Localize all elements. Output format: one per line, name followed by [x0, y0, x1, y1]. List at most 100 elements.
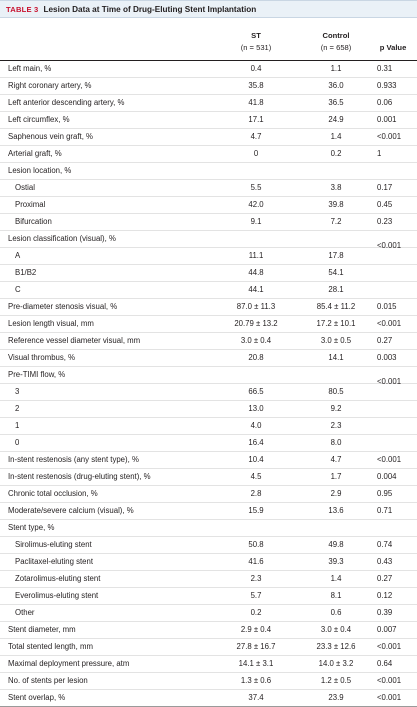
st-value: 41.8 [248, 98, 264, 107]
table-row: C 44.1 28.1 [0, 282, 417, 299]
control-value: 23.3 ± 12.6 [316, 642, 356, 651]
table-row: 1 4.0 2.3 [0, 418, 417, 435]
st-value: 5.5 [250, 183, 262, 192]
p-value: 0.27 [377, 336, 393, 345]
p-value: 0.71 [377, 506, 393, 515]
row-label: 3 [15, 387, 20, 396]
row-label: Left anterior descending artery, % [8, 98, 125, 107]
table-row: Maximal deployment pressure, atm 14.1 ± 3… [0, 656, 417, 673]
st-column-n: (n = 531) [240, 43, 272, 52]
control-value: 23.9 [328, 693, 344, 702]
table-row: Zotarolimus-eluting stent 2.3 1.4 0.27 [0, 571, 417, 588]
table-row: Proximal 42.0 39.8 0.45 [0, 197, 417, 214]
control-value: 9.2 [330, 404, 342, 413]
row-label: Everolimus-eluting stent [15, 591, 99, 600]
st-value: 3.0 ± 0.4 [240, 336, 272, 345]
row-label: Saphenous vein graft, % [8, 132, 93, 141]
row-label: Reference vessel diameter visual, mm [8, 336, 141, 345]
table-row: Lesion length visual, mm 20.79 ± 13.2 17.2… [0, 316, 417, 333]
p-value: 0.17 [377, 183, 393, 192]
control-value: 3.0 ± 0.4 [320, 625, 352, 634]
st-value: 42.0 [248, 200, 264, 209]
table-row: Bifurcation 9.1 7.2 0.23 [0, 214, 417, 231]
p-value: 0.003 [377, 353, 397, 362]
table-row: 3 66.5 80.5 [0, 384, 417, 401]
p-value: 0.004 [377, 472, 397, 481]
row-label: In-stent restenosis (drug-eluting stent)… [8, 472, 151, 481]
table-row: Everolimus-eluting stent 5.7 8.1 0.12 [0, 588, 417, 605]
p-value: 0.23 [377, 217, 393, 226]
p-value: <0.001 [377, 377, 402, 386]
p-value: 0.64 [377, 659, 393, 668]
st-value: 87.0 ± 11.3 [236, 302, 276, 311]
p-value: <0.001 [377, 455, 402, 464]
table-title-bar: TABLE 3 Lesion Data at Time of Drug-Elut… [0, 0, 417, 18]
row-label: Moderate/severe calcium (visual), % [8, 506, 134, 515]
table-row: Sirolimus-eluting stent 50.8 49.8 0.74 [0, 537, 417, 554]
control-value: 7.2 [330, 217, 342, 226]
table-row: Saphenous vein graft, % 4.7 1.4 <0.001 [0, 129, 417, 146]
p-value: 0.45 [377, 200, 393, 209]
table-body: Left main, % 0.4 1.1 0.31 Right coronary art… [0, 61, 417, 707]
row-label: Chronic total occlusion, % [8, 489, 98, 498]
control-column-n: (n = 658) [320, 43, 352, 52]
control-value: 14.1 [328, 353, 344, 362]
p-value: <0.001 [377, 693, 402, 702]
st-value: 0 [253, 149, 259, 158]
table-row: Stent overlap, % 37.4 23.9 <0.001 [0, 690, 417, 707]
control-value: 2.3 [330, 421, 342, 430]
row-label: Paclitaxel-eluting stent [15, 557, 94, 566]
st-value: 50.8 [248, 540, 264, 549]
p-value: 0.933 [377, 81, 397, 90]
table-row: Left circumflex, % 17.1 24.9 0.001 [0, 112, 417, 129]
row-label: C [15, 285, 21, 294]
st-value: 20.79 ± 13.2 [234, 319, 278, 328]
table-row: Ostial 5.5 3.8 0.17 [0, 180, 417, 197]
table-number: TABLE 3 [6, 4, 39, 14]
control-value: 36.5 [328, 98, 344, 107]
table-row: 2 13.0 9.2 [0, 401, 417, 418]
st-value: 5.7 [250, 591, 262, 600]
table-row: Arterial graft, % 0 0.2 1 [0, 146, 417, 163]
control-value: 1.4 [330, 574, 342, 583]
st-value: 17.1 [248, 115, 264, 124]
table-row: Stent diameter, mm 2.9 ± 0.4 3.0 ± 0.4 0.00… [0, 622, 417, 639]
control-value: 49.8 [328, 540, 344, 549]
st-value: 4.7 [250, 132, 262, 141]
st-value: 41.6 [248, 557, 264, 566]
control-value: 13.6 [328, 506, 344, 515]
p-value: 0.12 [377, 591, 393, 600]
control-value: 80.5 [328, 387, 344, 396]
table-row: Paclitaxel-eluting stent 41.6 39.3 0.43 [0, 554, 417, 571]
st-value: 16.4 [248, 438, 264, 447]
table-row: Stent type, % [0, 520, 417, 537]
control-value: 39.8 [328, 200, 344, 209]
st-value: 0.4 [250, 64, 262, 73]
st-value: 20.8 [248, 353, 264, 362]
st-value: 4.5 [250, 472, 262, 481]
p-value: 0.27 [377, 574, 393, 583]
control-value: 0.6 [330, 608, 342, 617]
control-value: 17.2 ± 10.1 [316, 319, 356, 328]
st-value: 2.8 [250, 489, 262, 498]
st-value: 10.4 [248, 455, 264, 464]
st-value: 11.1 [248, 251, 264, 260]
table-row: Pre-TIMI flow, % <0.001 [0, 367, 417, 386]
row-label: No. of stents per lesion [8, 676, 88, 685]
control-value: 3.8 [330, 183, 342, 192]
table-row: B1/B2 44.8 54.1 [0, 265, 417, 282]
p-value: 0.39 [377, 608, 393, 617]
st-value: 37.4 [248, 693, 264, 702]
row-label: Stent diameter, mm [8, 625, 76, 634]
st-value: 0.2 [250, 608, 262, 617]
control-value: 8.0 [330, 438, 342, 447]
table-row: Lesion classification (visual), % <0.001 [0, 231, 417, 250]
st-value: 15.9 [248, 506, 264, 515]
row-label: 2 [15, 404, 20, 413]
control-value: 39.3 [328, 557, 344, 566]
control-value: 36.0 [328, 81, 344, 90]
column-header: ST (n = 531) Control (n = 658) p Value [0, 18, 417, 61]
p-value: 0.95 [377, 489, 393, 498]
table-row: Chronic total occlusion, % 2.8 2.9 0.95 [0, 486, 417, 503]
st-value: 13.0 [248, 404, 264, 413]
